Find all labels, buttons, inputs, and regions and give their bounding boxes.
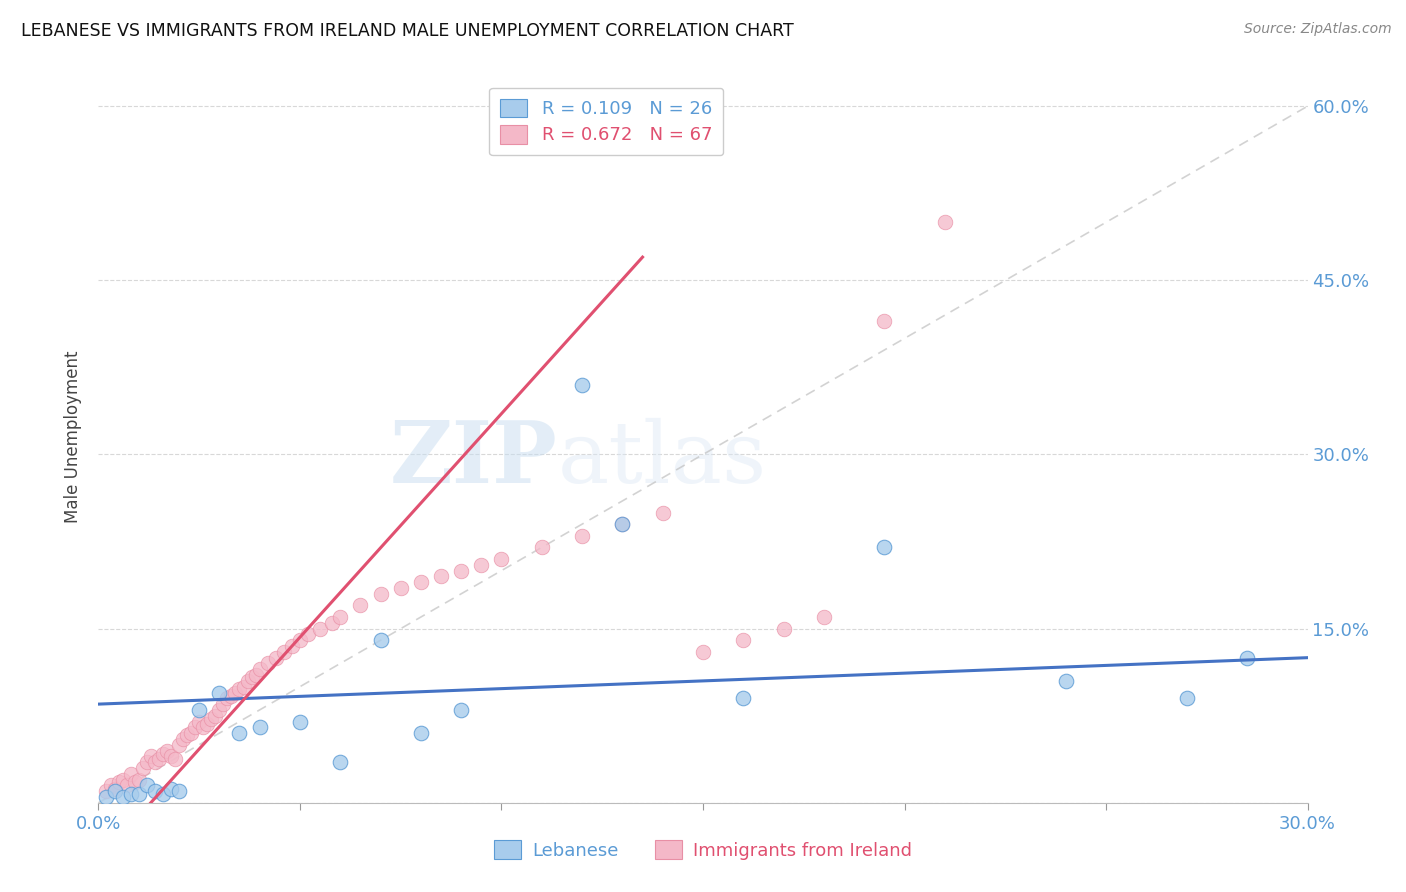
- Point: [156, 743, 179, 757]
- Point: [103, 781, 125, 796]
- Point: [772, 622, 794, 636]
- Point: [96, 784, 118, 798]
- Point: [128, 787, 150, 801]
- Point: [160, 781, 183, 796]
- Point: [236, 673, 259, 688]
- Point: [297, 627, 319, 641]
- Point: [873, 541, 896, 555]
- Point: [733, 633, 755, 648]
- Point: [240, 670, 263, 684]
- Point: [143, 784, 166, 798]
- Point: [692, 645, 714, 659]
- Point: [188, 714, 211, 729]
- Point: [148, 752, 170, 766]
- Point: [309, 622, 332, 636]
- Point: [249, 720, 271, 734]
- Point: [120, 766, 142, 780]
- Point: [273, 645, 295, 659]
- Point: [180, 726, 202, 740]
- Point: [288, 633, 311, 648]
- Point: [612, 517, 634, 532]
- Point: [934, 215, 956, 229]
- Text: atlas: atlas: [558, 417, 768, 500]
- Point: [430, 569, 453, 583]
- Point: [96, 789, 118, 804]
- Point: [1236, 650, 1258, 665]
- Point: [195, 716, 218, 731]
- Point: [111, 789, 134, 804]
- Point: [370, 587, 392, 601]
- Point: [409, 575, 432, 590]
- Y-axis label: Male Unemployment: Male Unemployment: [65, 351, 83, 524]
- Point: [167, 784, 190, 798]
- Point: [873, 314, 896, 328]
- Point: [163, 752, 186, 766]
- Point: [571, 529, 593, 543]
- Point: [470, 558, 492, 572]
- Point: [450, 564, 472, 578]
- Point: [281, 639, 304, 653]
- Point: [120, 787, 142, 801]
- Point: [245, 668, 267, 682]
- Point: [612, 517, 634, 532]
- Point: [167, 738, 190, 752]
- Point: [530, 541, 553, 555]
- Point: [321, 615, 343, 630]
- Point: [208, 703, 231, 717]
- Point: [107, 775, 129, 789]
- Point: [100, 778, 122, 792]
- Point: [152, 747, 174, 761]
- Point: [1054, 673, 1077, 688]
- Text: LEBANESE VS IMMIGRANTS FROM IRELAND MALE UNEMPLOYMENT CORRELATION CHART: LEBANESE VS IMMIGRANTS FROM IRELAND MALE…: [21, 22, 794, 40]
- Point: [1175, 691, 1198, 706]
- Point: [176, 729, 198, 743]
- Point: [208, 685, 231, 699]
- Point: [152, 787, 174, 801]
- Point: [193, 720, 215, 734]
- Point: [139, 749, 162, 764]
- Point: [370, 633, 392, 648]
- Point: [288, 714, 311, 729]
- Point: [256, 657, 278, 671]
- Point: [204, 708, 226, 723]
- Point: [249, 662, 271, 676]
- Point: [188, 703, 211, 717]
- Point: [135, 778, 157, 792]
- Point: [232, 680, 254, 694]
- Point: [329, 610, 352, 624]
- Point: [124, 775, 146, 789]
- Point: [184, 720, 207, 734]
- Point: [349, 599, 371, 613]
- Point: [200, 712, 222, 726]
- Point: [103, 784, 125, 798]
- Point: [571, 377, 593, 392]
- Point: [115, 778, 138, 792]
- Point: [224, 685, 246, 699]
- Legend: Lebanese, Immigrants from Ireland: Lebanese, Immigrants from Ireland: [486, 833, 920, 867]
- Point: [329, 755, 352, 769]
- Point: [135, 755, 157, 769]
- Point: [264, 650, 287, 665]
- Text: Source: ZipAtlas.com: Source: ZipAtlas.com: [1244, 22, 1392, 37]
- Point: [228, 726, 250, 740]
- Point: [143, 755, 166, 769]
- Point: [813, 610, 835, 624]
- Point: [221, 689, 243, 703]
- Point: [389, 581, 412, 595]
- Point: [212, 697, 235, 711]
- Point: [733, 691, 755, 706]
- Point: [217, 691, 239, 706]
- Point: [491, 552, 513, 566]
- Point: [111, 772, 134, 787]
- Point: [160, 749, 183, 764]
- Point: [172, 731, 194, 746]
- Point: [450, 703, 472, 717]
- Point: [409, 726, 432, 740]
- Point: [132, 761, 155, 775]
- Text: ZIP: ZIP: [389, 417, 558, 501]
- Point: [651, 506, 673, 520]
- Point: [228, 681, 250, 696]
- Point: [128, 772, 150, 787]
